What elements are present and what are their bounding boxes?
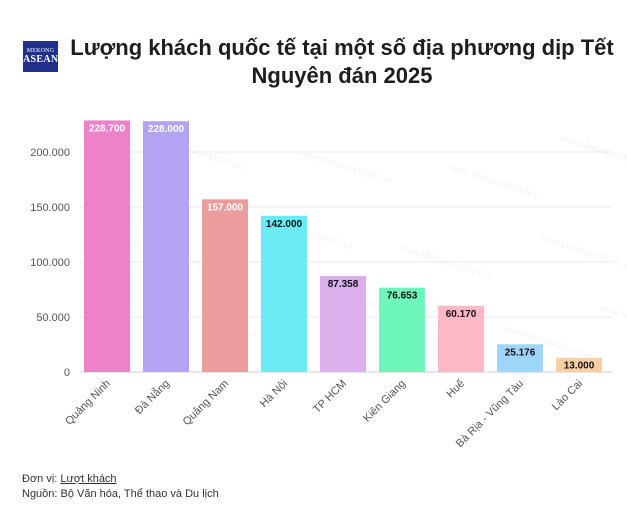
bar-value-label: 228.000 <box>148 124 185 135</box>
bar <box>84 120 130 373</box>
bars <box>84 120 602 373</box>
unit-value: Lượt khách <box>60 473 117 485</box>
y-tick-label: 50.000 <box>36 312 70 324</box>
bar <box>379 287 425 372</box>
bar-value-label: 87.358 <box>328 279 359 290</box>
logo-line-1: MEKONG <box>26 48 55 54</box>
watermark-text: www.MekongASEAN.vn <box>598 302 627 341</box>
watermark-text: www.MekongASEAN.vn <box>298 147 393 186</box>
bar-chart: www.MekongASEAN.vn www.MekongASEAN.vn www.… <box>30 120 627 450</box>
x-category-label: Lào Cai <box>550 378 585 413</box>
bar-value-label: 25.176 <box>505 347 536 358</box>
x-axis-labels: Quảng Ninh Đà Nẵng Quảng Nam Hà Nội TP HCM Ki… <box>63 377 585 450</box>
x-category-label: Huế <box>444 378 467 401</box>
source-note: Nguồn: Bộ Văn hóa, Thể thao và Du lịch <box>22 488 219 500</box>
x-category-label: Đà Nẵng <box>132 377 172 417</box>
chart-title: Lượng khách quốc tế tại một số địa phươn… <box>62 34 622 90</box>
unit-note: Đơn vị: Lượt khách <box>22 472 219 487</box>
bar-value-label: 142.000 <box>266 219 303 230</box>
x-category-label: TP HCM <box>311 378 349 416</box>
y-tick-label: 0 <box>64 367 70 379</box>
bar-value-label: 157.000 <box>207 202 244 213</box>
x-category-label: Quảng Ninh <box>63 378 113 428</box>
y-axis-ticks: 0 50.000 100.000 150.000 200.000 <box>30 147 70 379</box>
watermark-text: www.MekongASEAN.vn <box>538 232 627 271</box>
bar <box>556 357 602 372</box>
bar <box>202 199 248 372</box>
bar-value-label: 13.000 <box>564 361 595 372</box>
bar <box>261 215 307 372</box>
bar-value-label: 60.170 <box>446 309 477 320</box>
bar <box>497 344 543 372</box>
bar <box>320 275 366 372</box>
x-category-label: Hà Nội <box>258 378 290 410</box>
bar <box>438 305 484 372</box>
logo-line-2: ASEAN <box>23 54 59 65</box>
x-category-label: Kiên Giang <box>361 378 408 425</box>
bar-value-label: 76.653 <box>387 291 418 302</box>
x-category-label: Quảng Nam <box>181 378 231 428</box>
chart-title-line-2: Nguyên đán 2025 <box>251 63 433 88</box>
chart-title-line-1: Lượng khách quốc tế tại một số địa phươn… <box>70 35 614 60</box>
bar-value-label: 228.700 <box>89 123 126 134</box>
y-tick-label: 100.000 <box>30 257 70 269</box>
mekong-asean-logo: MEKONG ASEAN <box>23 41 58 72</box>
unit-prefix: Đơn vị: <box>22 473 61 485</box>
y-tick-label: 150.000 <box>30 202 70 214</box>
watermark-layer: www.MekongASEAN.vn www.MekongASEAN.vn www.… <box>118 132 627 361</box>
bar-value-labels: 228.700 228.000 157.000 142.000 87.358 76.653… <box>89 123 595 371</box>
chart-footer: Đơn vị: Lượt khách Nguồn: Bộ Văn hóa, Th… <box>22 472 219 502</box>
chart-header: MEKONG ASEAN Lượng khách quốc tế tại một… <box>0 0 627 105</box>
y-tick-label: 200.000 <box>30 147 70 159</box>
watermark-text: www.MekongASEAN.vn <box>448 162 543 201</box>
bar <box>143 121 189 372</box>
